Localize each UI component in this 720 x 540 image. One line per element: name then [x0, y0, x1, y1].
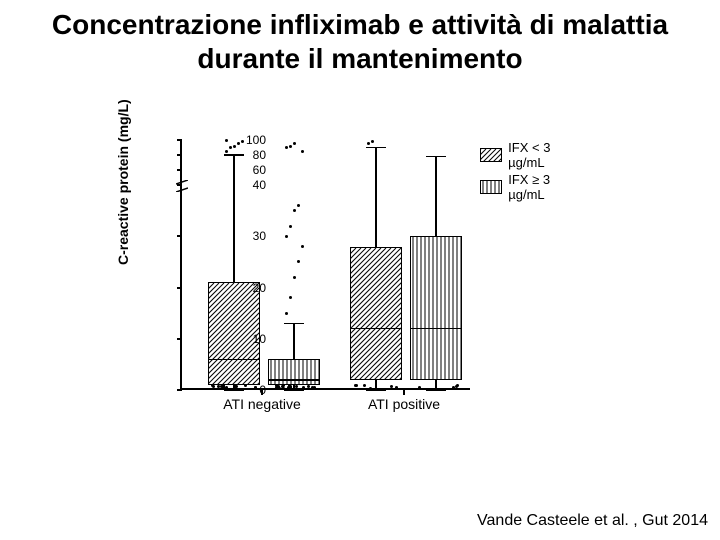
legend-swatch [480, 180, 502, 194]
y-tick [177, 338, 182, 340]
x-tick [261, 390, 263, 395]
data-point [313, 386, 316, 389]
y-tick [177, 169, 182, 171]
box [350, 247, 402, 380]
data-point [302, 386, 305, 389]
data-point [307, 385, 310, 388]
axis-break [176, 179, 188, 191]
outlier-point [301, 245, 304, 248]
outlier-point [301, 150, 304, 153]
whisker-cap [224, 154, 244, 156]
data-point [212, 385, 215, 388]
outlier-point [297, 260, 300, 263]
data-point [287, 386, 290, 389]
outlier-point [367, 142, 370, 145]
outlier-point [293, 209, 296, 212]
y-tick-label: 40 [253, 178, 266, 192]
legend-swatch [480, 148, 502, 162]
x-group-label: ATI positive [348, 396, 460, 412]
boxplot-chart: C-reactive protein (mg/L) IFX < 3 µg/mLI… [120, 130, 560, 460]
box [268, 359, 320, 385]
whisker-cap [366, 147, 386, 149]
legend-label: IFX < 3 µg/mL [508, 140, 560, 170]
box [410, 236, 462, 380]
y-tick-label: 30 [253, 229, 266, 243]
y-tick [177, 287, 182, 289]
data-point [254, 386, 257, 389]
y-tick-label: 20 [253, 281, 266, 295]
outlier-point [285, 312, 288, 315]
data-point [395, 386, 398, 389]
y-tick [177, 139, 182, 141]
plot-area [180, 140, 470, 390]
whisker-cap [284, 323, 304, 325]
x-group-label: ATI negative [206, 396, 318, 412]
page-title: Concentrazione infliximab e attività di … [0, 0, 720, 75]
outlier-point [241, 140, 244, 143]
outlier-point [285, 146, 288, 149]
legend: IFX < 3 µg/mLIFX ≥ 3 µg/mL [480, 140, 560, 204]
outlier-point [293, 276, 296, 279]
outlier-point [371, 140, 374, 143]
y-axis-label: C-reactive protein (mg/L) [115, 99, 131, 265]
outlier-point [229, 146, 232, 149]
y-tick [177, 154, 182, 156]
data-point [363, 384, 366, 387]
whisker-cap [426, 389, 446, 391]
outlier-point [289, 145, 292, 148]
data-point [295, 385, 298, 388]
outlier-point [233, 145, 236, 148]
whisker-cap [426, 156, 446, 158]
outlier-point [285, 235, 288, 238]
median-line [350, 328, 402, 330]
outlier-point [289, 225, 292, 228]
outlier-point [293, 142, 296, 145]
data-point [355, 384, 358, 387]
y-tick-label: 80 [253, 148, 266, 162]
outlier-point [289, 296, 292, 299]
legend-item: IFX < 3 µg/mL [480, 140, 560, 170]
citation: Vande Casteele et al. , Gut 2014 [477, 512, 708, 530]
y-tick-label: 60 [253, 163, 266, 177]
legend-item: IFX ≥ 3 µg/mL [480, 172, 560, 202]
y-tick [177, 235, 182, 237]
legend-label: IFX ≥ 3 µg/mL [508, 172, 560, 202]
whisker-cap [224, 389, 244, 391]
outlier-point [225, 150, 228, 153]
outlier-point [237, 142, 240, 145]
data-point [225, 386, 228, 389]
data-point [234, 385, 237, 388]
data-point [244, 384, 247, 387]
x-tick [403, 390, 405, 395]
median-line [410, 328, 462, 330]
data-point [390, 385, 393, 388]
whisker-cap [284, 389, 304, 391]
outlier-point [225, 139, 228, 142]
outlier-point [297, 204, 300, 207]
median-line [268, 379, 320, 381]
median-line [208, 359, 260, 361]
y-tick-label: 10 [253, 332, 266, 346]
data-point [455, 385, 458, 388]
y-tick [177, 389, 182, 391]
data-point [418, 386, 421, 389]
y-tick-label: 100 [246, 133, 266, 147]
